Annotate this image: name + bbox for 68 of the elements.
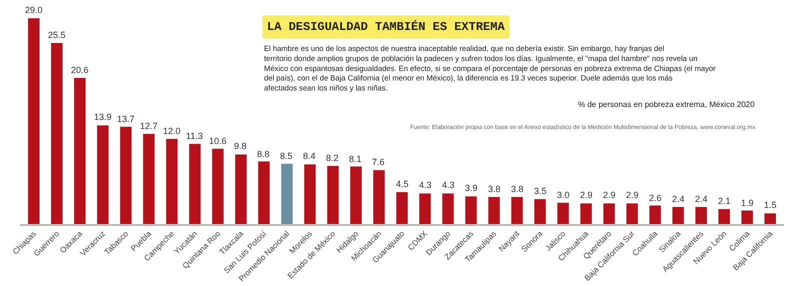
data-label: 4.3 — [419, 180, 432, 190]
bar — [74, 78, 86, 224]
bar — [626, 203, 638, 224]
data-label: 1.5 — [764, 200, 777, 210]
data-label: 8.4 — [303, 151, 316, 161]
data-label: 25.5 — [48, 30, 66, 40]
data-label: 8.1 — [349, 154, 362, 164]
bar — [534, 199, 546, 224]
bar — [396, 192, 408, 224]
data-label: 1.9 — [741, 198, 754, 208]
data-label: 29.0 — [25, 5, 43, 15]
data-label: 2.9 — [603, 190, 616, 200]
data-label: 12.7 — [140, 121, 158, 131]
annotation: % de personas en pobreza extrema, México 2020 — [578, 100, 756, 109]
bar — [511, 197, 523, 224]
bar — [120, 126, 132, 224]
bar — [143, 134, 155, 224]
bar — [764, 213, 776, 224]
bar — [304, 164, 316, 224]
bar — [28, 18, 40, 224]
data-label: 13.9 — [94, 112, 112, 122]
bar — [189, 144, 201, 224]
data-label: 10.6 — [209, 136, 227, 146]
data-label: 2.4 — [672, 194, 685, 204]
bar — [718, 209, 730, 224]
data-label: 3.0 — [557, 190, 570, 200]
data-label: 13.7 — [117, 114, 135, 124]
data-label: 7.6 — [372, 157, 385, 167]
bar — [373, 170, 385, 224]
chart-title: LA DESIGUALDAD TAMBIÉN ES EXTREMA — [267, 20, 506, 34]
bar — [212, 148, 224, 224]
data-label: 2.4 — [695, 194, 708, 204]
data-label: 8.5 — [280, 151, 293, 161]
data-label: 2.9 — [626, 190, 639, 200]
data-label: 12.0 — [163, 126, 181, 136]
bar — [580, 203, 592, 224]
bar — [97, 125, 109, 224]
bar — [419, 193, 431, 224]
data-label: 2.9 — [580, 190, 593, 200]
bar — [649, 206, 661, 224]
data-label: 20.6 — [71, 65, 89, 75]
data-label: 8.8 — [257, 149, 270, 159]
data-label: 3.9 — [465, 183, 478, 193]
bar — [51, 43, 63, 224]
bar — [603, 203, 615, 224]
bar — [258, 162, 270, 224]
bar — [166, 138, 178, 224]
bar — [465, 196, 477, 224]
bar — [488, 197, 500, 224]
bar — [741, 210, 753, 224]
bar — [672, 206, 684, 224]
data-label: 3.8 — [511, 184, 524, 194]
data-label: 2.6 — [649, 193, 662, 203]
data-label: 8.2 — [326, 153, 339, 163]
data-label: 4.3 — [442, 180, 455, 190]
bar — [235, 154, 247, 224]
data-label: 2.1 — [718, 196, 731, 206]
bar — [327, 166, 339, 224]
bar — [557, 202, 569, 224]
bar — [350, 166, 362, 224]
data-label: 11.3 — [186, 131, 203, 141]
bar — [281, 164, 293, 224]
data-label: 9.8 — [234, 141, 247, 151]
data-label: 3.5 — [534, 186, 547, 196]
bar — [695, 206, 707, 224]
data-label: 4.5 — [396, 179, 409, 189]
data-label: 3.8 — [488, 184, 501, 194]
bar — [442, 193, 454, 224]
